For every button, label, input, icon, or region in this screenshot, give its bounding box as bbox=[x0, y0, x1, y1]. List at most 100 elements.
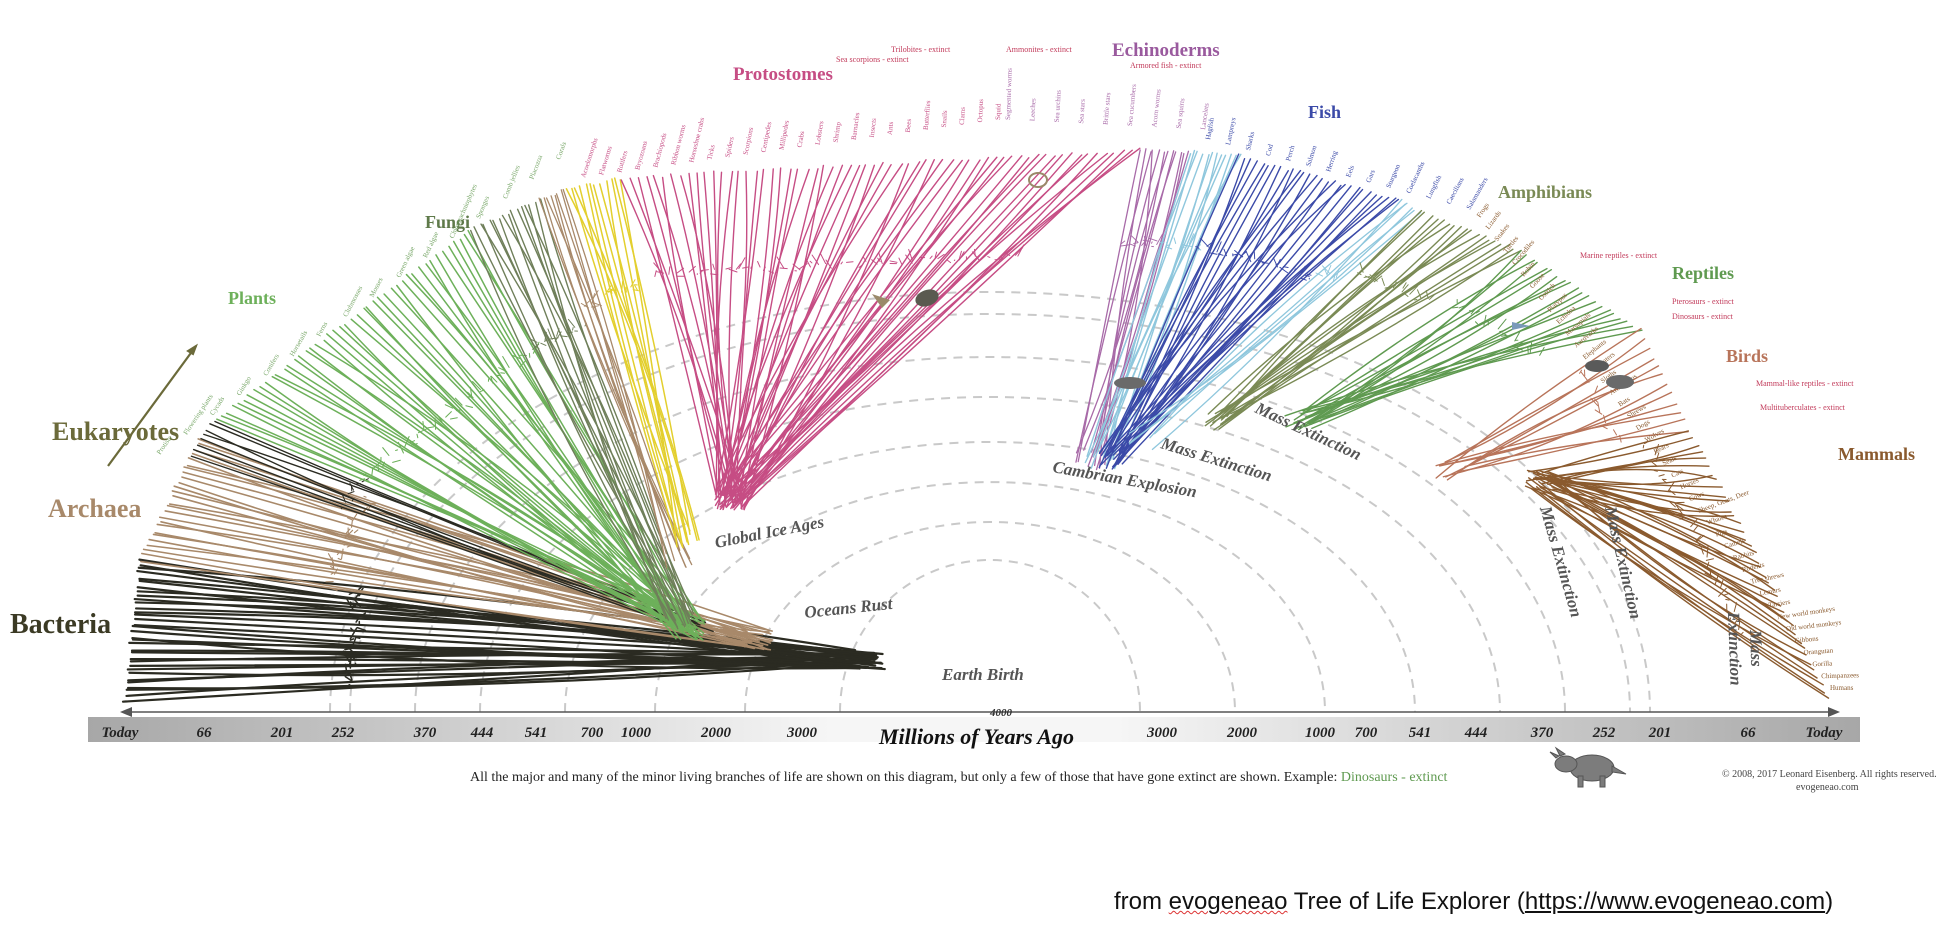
branch bbox=[1545, 477, 1796, 636]
twig bbox=[1594, 398, 1598, 402]
leaf-label: Bears bbox=[1652, 441, 1670, 456]
event-global-ice-ages: Global Ice Ages bbox=[713, 512, 826, 552]
leaf-label: Salmon bbox=[1304, 144, 1318, 167]
branch bbox=[722, 164, 861, 497]
twig bbox=[699, 270, 703, 274]
twig bbox=[1452, 306, 1459, 309]
axis-tick-right: 252 bbox=[1592, 725, 1616, 741]
twig bbox=[700, 269, 709, 272]
twig bbox=[472, 380, 481, 391]
branch bbox=[131, 636, 857, 670]
bacteria-fan bbox=[121, 558, 886, 703]
leaf-label: Rodents bbox=[1741, 561, 1765, 574]
branch bbox=[383, 293, 682, 641]
twig bbox=[987, 256, 991, 258]
axis-tick-right: 444 bbox=[1464, 725, 1488, 741]
twig bbox=[1148, 237, 1158, 242]
branch bbox=[550, 195, 687, 568]
leaf-label: Squid bbox=[994, 103, 1003, 120]
twig bbox=[490, 375, 494, 384]
source-credit: from evogeneao Tree of Life Explorer (ht… bbox=[1114, 888, 1833, 916]
axis-tick-right: 541 bbox=[1409, 725, 1432, 741]
leaf-label: Orangutan bbox=[1803, 646, 1834, 656]
source-url-link[interactable]: https://www.evogeneao.com bbox=[1524, 888, 1826, 915]
branch bbox=[1444, 338, 1646, 463]
twig bbox=[1700, 547, 1704, 555]
twig bbox=[1603, 414, 1607, 424]
branch bbox=[131, 624, 860, 670]
source-prefix: from bbox=[1114, 888, 1169, 915]
event-earth-birth: Earth Birth bbox=[941, 665, 1024, 684]
leaf-label: Eels bbox=[1344, 164, 1356, 178]
twig bbox=[1654, 444, 1659, 456]
twig bbox=[958, 250, 962, 261]
branch bbox=[741, 153, 1047, 507]
extinct-sea-scorpions: Sea scorpions - extinct bbox=[836, 55, 909, 64]
twig bbox=[1706, 561, 1710, 568]
axis-tick-left: 201 bbox=[270, 725, 294, 741]
branch bbox=[562, 188, 668, 569]
leaf-label: Lungfish bbox=[1425, 173, 1444, 200]
twig bbox=[356, 626, 367, 632]
leaf-label: Ants bbox=[886, 121, 895, 135]
twig bbox=[1217, 253, 1224, 256]
branch bbox=[1205, 235, 1487, 423]
branch bbox=[1212, 243, 1511, 424]
branch bbox=[1093, 150, 1169, 467]
axis-tick-right: 1000 bbox=[1305, 725, 1336, 741]
twig bbox=[540, 342, 547, 346]
branch bbox=[1548, 479, 1776, 591]
twig bbox=[1733, 602, 1738, 612]
twig bbox=[346, 517, 353, 521]
branch bbox=[1546, 470, 1767, 579]
twig bbox=[1401, 284, 1409, 293]
branch bbox=[1304, 320, 1628, 428]
branch bbox=[527, 204, 678, 615]
branch bbox=[1224, 233, 1480, 414]
twig bbox=[449, 417, 458, 420]
axis-ticks: Today 66 201 252 370 444 541 700 1000 2000 3000 300… bbox=[102, 725, 1843, 741]
leaf-label: Sponges bbox=[474, 195, 491, 220]
group-label-amphibians: Amphibians bbox=[1498, 182, 1592, 202]
branch bbox=[578, 185, 677, 541]
twig bbox=[946, 259, 952, 264]
twig bbox=[532, 343, 540, 350]
branch bbox=[1077, 149, 1141, 463]
twig bbox=[351, 513, 358, 522]
twig bbox=[1282, 266, 1289, 268]
amphibians-fan bbox=[1204, 209, 1522, 431]
twig bbox=[1474, 321, 1478, 325]
leaf-label: Gibbons bbox=[1794, 635, 1819, 645]
leaf-label: Crabs bbox=[796, 130, 807, 148]
twig bbox=[1740, 631, 1744, 636]
branch bbox=[259, 385, 703, 640]
leaf-label: Octopus bbox=[976, 99, 985, 123]
twig bbox=[898, 257, 903, 266]
twig bbox=[1156, 233, 1163, 246]
leaf-label: Bats bbox=[1617, 395, 1632, 409]
twig bbox=[676, 267, 685, 274]
leaf-label: Lancelets bbox=[1199, 102, 1211, 130]
group-label-mammals: Mammals bbox=[1838, 444, 1915, 464]
leaf-label: Segmented worms bbox=[1004, 68, 1014, 120]
extinct-pterosaurs: Pterosaurs - extinct bbox=[1672, 297, 1735, 306]
twig bbox=[1529, 342, 1533, 354]
twig bbox=[344, 675, 353, 682]
branch bbox=[565, 188, 698, 541]
branch bbox=[1541, 430, 1690, 474]
axis-tick-right: 2000 bbox=[1226, 725, 1258, 741]
twig bbox=[840, 261, 843, 265]
branch bbox=[732, 153, 1040, 508]
branch bbox=[722, 166, 834, 511]
branch bbox=[1214, 249, 1522, 415]
twig bbox=[1704, 572, 1712, 578]
leaf-label: Perch bbox=[1284, 144, 1296, 162]
twig bbox=[429, 420, 433, 424]
twig bbox=[444, 404, 454, 409]
branch bbox=[452, 240, 676, 622]
leaf-label: Hagfish bbox=[1204, 117, 1216, 141]
branch bbox=[139, 564, 870, 669]
twig bbox=[382, 447, 390, 457]
twig bbox=[1384, 286, 1390, 289]
twig bbox=[1151, 241, 1153, 244]
